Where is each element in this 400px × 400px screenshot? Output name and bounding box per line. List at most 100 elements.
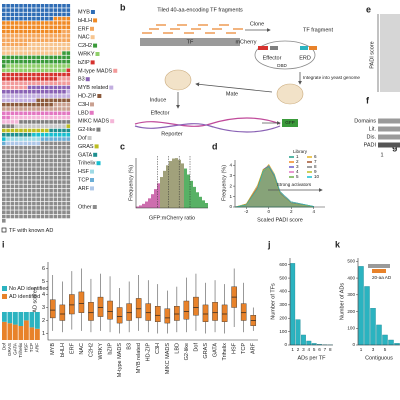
waffle-cell [45,128,49,133]
panel-label: k [335,239,341,249]
waffle-cell [2,167,6,171]
waffle-cell [27,214,32,219]
waffle-cell [6,102,10,107]
waffle-cell [45,81,49,85]
waffle-cell [19,120,23,124]
waffle-cell [45,176,49,180]
box [97,296,104,317]
waffle-cell [53,180,58,184]
waffle-cell [6,154,10,159]
waffle-cell [14,214,19,219]
box [116,307,123,324]
waffle-cell [32,163,36,167]
waffle-cell [14,188,19,193]
waffle-cell [2,193,6,197]
waffle-cell [62,214,66,219]
waffle-cell [32,150,36,154]
waffle-cell [40,176,45,180]
waffle-cell [66,64,71,68]
waffle-cell [6,98,10,103]
waffle-cell [49,68,53,73]
waffle-cell [49,128,53,133]
waffle-cell [19,16,23,21]
waffle-cell [36,184,40,189]
waffle-cell [19,55,23,60]
waffle-cell [10,163,15,167]
waffle-cell [10,188,15,193]
d-xlabel: Scaled PADI score [257,217,303,223]
waffle-cell [53,184,58,189]
waffle-cell [40,21,45,25]
waffle-cell [53,16,58,21]
y-tick-label: 2 [42,318,45,324]
waffle-cell [40,16,45,21]
x-tick-label: ERF [69,342,75,354]
waffle-cell [27,25,32,30]
waffle-cell [53,21,58,25]
stacked-bar [24,312,29,321]
x-tick-label: B3 [127,343,133,350]
waffle-cell [10,184,15,189]
waffle-cell [32,38,36,42]
box [202,304,209,322]
waffle-cell [57,72,62,77]
waffle-cell [19,90,23,94]
waffle-cell [40,90,45,94]
waffle-cell [14,111,19,116]
bar [388,339,394,346]
legend-swatch [2,294,7,299]
waffle-cell [66,124,71,128]
track-bar [378,142,400,148]
bar [364,286,370,346]
waffle-cell [19,133,23,137]
waffle-cell [19,154,23,159]
waffle-cell [2,85,6,90]
waffle-cell [40,197,45,202]
waffle-cell [19,180,23,184]
waffle-cell [57,137,62,141]
waffle-cell [49,120,53,124]
waffle-cell [45,42,49,47]
e-track [380,14,400,92]
waffle-cell [2,206,6,210]
waffle-cell [53,163,58,167]
waffle-cell [32,98,36,103]
waffle-cell [6,124,10,128]
box [126,303,132,321]
waffle-cell [57,188,62,193]
waffle-cell [57,16,62,21]
waffle-cell [32,90,36,94]
waffle-cell [45,115,49,120]
waffle-cell [57,180,62,184]
waffle-cell [57,98,62,103]
waffle-cell [23,38,28,42]
waffle-cell [57,4,62,8]
c-bin [154,189,157,208]
waffle-cell [57,158,62,163]
waffle-cell [53,154,58,159]
waffle-cell [27,197,32,202]
side-label: GRAS [7,343,12,356]
waffle-cell [2,59,6,64]
waffle-cell [53,4,58,8]
waffle-cell [62,133,66,137]
waffle-cell [36,150,40,154]
waffle-cell [23,197,28,202]
waffle-cell [19,188,23,193]
waffle-cell [32,158,36,163]
waffle-cell [23,141,28,146]
waffle-cell [27,171,32,176]
waffle-cell [23,72,28,77]
waffle-cell [14,180,19,184]
waffle-cell [23,107,28,111]
waffle-cell [2,201,6,206]
box [183,300,190,320]
y-tick-label: 100 [279,329,287,334]
waffle-cell [57,51,62,55]
waffle-cell [49,210,53,214]
y-tick-label: 3 [42,305,45,311]
waffle-cell [10,21,15,25]
waffle-cell [66,163,71,167]
panel-label: f [366,95,370,105]
legend-label: 10 [314,174,320,179]
